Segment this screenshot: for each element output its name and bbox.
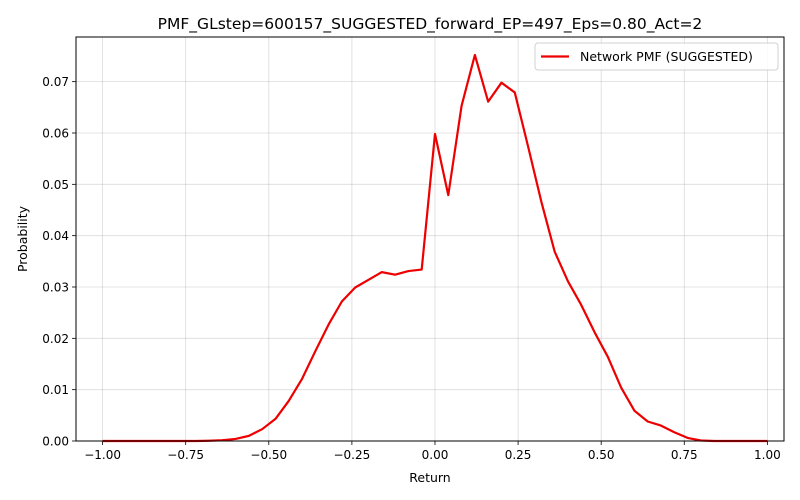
legend-box bbox=[534, 42, 779, 71]
x-tick-label: 0.25 bbox=[505, 448, 532, 462]
axes-frame bbox=[75, 36, 785, 442]
y-axis-label: Probability bbox=[15, 205, 30, 272]
x-tick-label: 1.00 bbox=[754, 448, 781, 462]
y-tick-label: 0.06 bbox=[42, 126, 69, 140]
x-tick-label: −0.25 bbox=[333, 448, 370, 462]
grid bbox=[76, 37, 784, 442]
x-axis-label: Return bbox=[409, 470, 450, 485]
y-tick-label: 0.05 bbox=[42, 178, 69, 192]
x-tick-label: −1.00 bbox=[84, 448, 121, 462]
y-tick-label: 0.07 bbox=[42, 75, 69, 89]
legend-label: Network PMF (SUGGESTED) bbox=[580, 49, 753, 64]
x-tick-label: −0.75 bbox=[167, 448, 204, 462]
y-tick-label: 0.03 bbox=[42, 280, 69, 294]
y-tick-label: 0.04 bbox=[42, 229, 69, 243]
y-tick-label: 0.02 bbox=[42, 332, 69, 346]
x-tick-label: 0.50 bbox=[588, 448, 615, 462]
ticks: −1.00 −0.75 −0.50 −0.25 0.00 0.25 0.50 0.75 1.00… bbox=[42, 75, 780, 462]
x-tick-label: 0.00 bbox=[422, 448, 449, 462]
legend: Network PMF (SUGGESTED) bbox=[534, 42, 779, 71]
x-tick-label: −0.50 bbox=[250, 448, 287, 462]
y-tick-label: 0.00 bbox=[42, 435, 69, 449]
x-tick-label: 0.75 bbox=[671, 448, 698, 462]
chart-title: PMF_GLstep=600157_SUGGESTED_forward_EP=4… bbox=[158, 15, 703, 34]
y-tick-label: 0.01 bbox=[42, 383, 69, 397]
